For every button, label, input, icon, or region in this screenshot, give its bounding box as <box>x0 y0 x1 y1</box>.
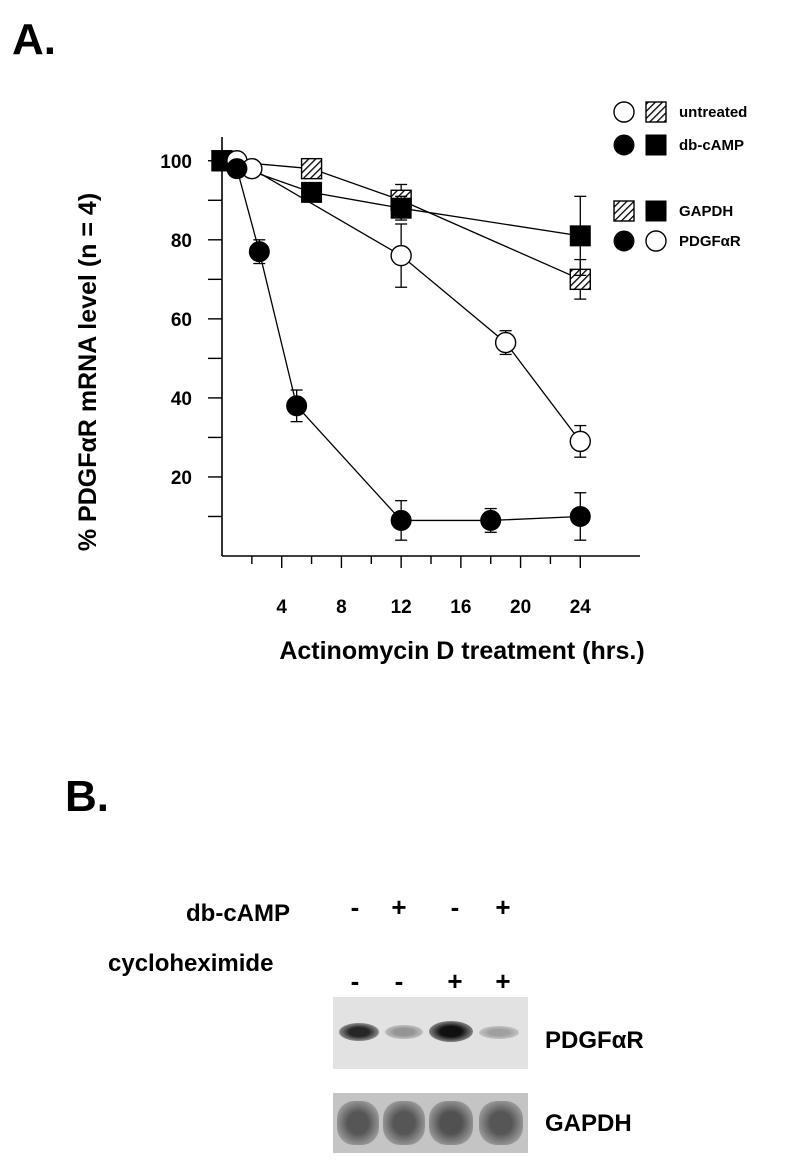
db-camp-sign-lane-1: - <box>350 892 360 922</box>
cycloheximide-row-label: cycloheximide <box>108 950 274 977</box>
data-point <box>569 225 591 247</box>
pdgf-band-lane-3 <box>429 1021 473 1042</box>
legend-label: GAPDH <box>679 203 733 220</box>
data-point <box>248 241 270 263</box>
data-point <box>569 430 591 453</box>
panel-b-label: B. <box>65 772 109 821</box>
series-line <box>221 160 581 237</box>
data-point <box>494 331 517 354</box>
x-tick-label: 4 <box>276 597 287 618</box>
legend-symbol <box>645 134 667 156</box>
pdgf-band-lane-4 <box>479 1026 519 1039</box>
legend-label: PDGFαR <box>679 233 741 250</box>
legend-label: untreated <box>679 104 747 121</box>
legend-symbol <box>613 101 635 123</box>
legend-label: db-cAMP <box>679 137 744 154</box>
cycloheximide-sign-lane-3: + <box>447 966 463 996</box>
pdgf-band-lane-1 <box>339 1023 379 1041</box>
pdgf-band-lane-2 <box>385 1025 423 1039</box>
x-tick-label: 20 <box>510 597 531 618</box>
data-point <box>390 509 412 531</box>
gapdh-band-lane-3 <box>429 1101 473 1145</box>
cycloheximide-sign-lane-2: - <box>394 966 404 996</box>
legend-entry: db-cAMP <box>613 134 744 156</box>
data-point <box>301 181 323 203</box>
x-tick-label: 24 <box>570 597 592 618</box>
data-point <box>569 505 591 527</box>
data-point <box>390 244 412 267</box>
panel-a-label: A. <box>12 15 56 64</box>
y-tick-label: 60 <box>171 310 192 331</box>
gapdh-band-lane-2 <box>383 1101 425 1145</box>
y-tick-label: 40 <box>171 389 192 410</box>
x-tick-label: 16 <box>450 597 471 618</box>
gapdh-band-lane-1 <box>337 1101 379 1145</box>
cycloheximide-sign-lane-1: - <box>350 966 360 996</box>
pdgf-gel-strip <box>333 997 528 1069</box>
y-tick-label: 20 <box>171 468 192 489</box>
gapdh-band-label: GAPDH <box>545 1110 632 1137</box>
legend-symbol <box>613 134 635 156</box>
data-point <box>480 509 502 531</box>
legend-entry: PDGFαR <box>613 230 741 252</box>
gapdh-band-lane-4 <box>479 1101 523 1145</box>
legend-symbol <box>613 200 635 222</box>
series-line <box>236 168 581 522</box>
x-tick-label: 12 <box>391 597 412 618</box>
series-filled-circle <box>226 158 591 541</box>
legend-entry: untreated <box>613 101 747 123</box>
x-axis-title: Actinomycin D treatment (hrs.) <box>279 637 644 665</box>
legend-symbol <box>645 230 667 252</box>
db-camp-sign-lane-4: + <box>495 892 511 922</box>
x-tick-label: 8 <box>336 597 347 618</box>
data-point <box>226 158 248 180</box>
gapdh-gel-strip <box>333 1093 528 1153</box>
cycloheximide-sign-lane-4: + <box>495 966 511 996</box>
series-line <box>221 160 581 280</box>
y-tick-label: 80 <box>171 231 192 252</box>
y-axis-title: % PDGFαR mRNA level (n = 4) <box>74 193 102 551</box>
chart-plot: 20 40 60 80 100 4 8 12 16 20 24 untreated db-cAMP GA… <box>74 101 747 665</box>
db-camp-sign-lane-3: - <box>450 892 460 922</box>
legend-symbol <box>645 101 667 123</box>
db-camp-sign-lane-2: + <box>391 892 407 922</box>
data-point <box>286 395 308 417</box>
pdgf-band-label: PDGFαR <box>545 1027 644 1054</box>
db-camp-row-label: db-cAMP <box>186 900 290 927</box>
series-filled-square <box>211 150 591 277</box>
y-tick-label: 100 <box>160 152 192 173</box>
legend-entry: GAPDH <box>613 200 733 222</box>
data-point <box>390 197 412 219</box>
legend-symbol <box>645 200 667 222</box>
legend-symbol <box>613 230 635 252</box>
data-point <box>300 157 323 180</box>
